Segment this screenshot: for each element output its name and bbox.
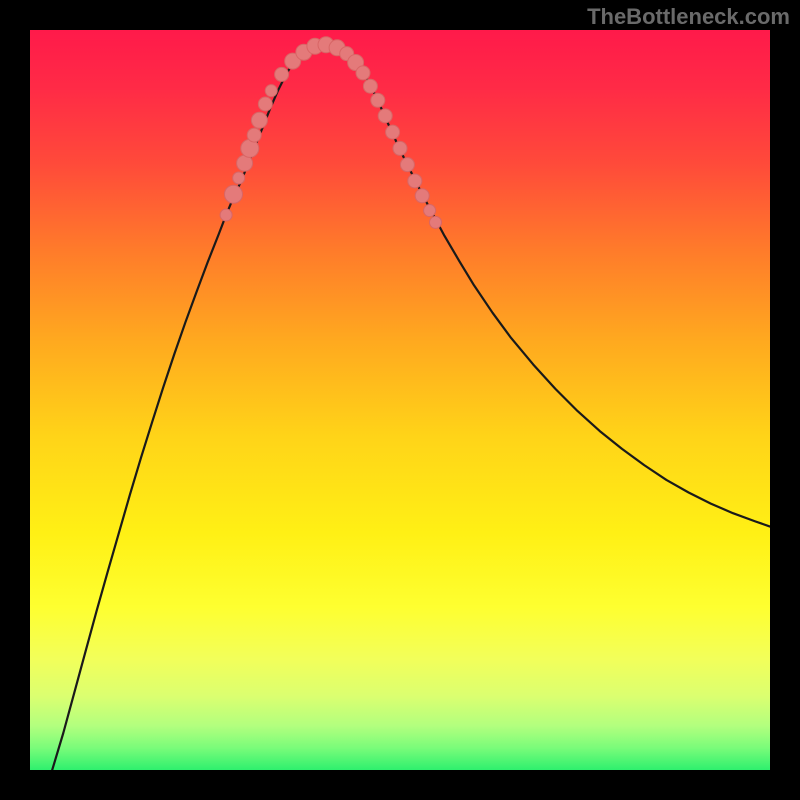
data-marker — [363, 79, 377, 93]
data-marker — [430, 216, 442, 228]
data-marker — [220, 209, 232, 221]
data-marker — [258, 97, 272, 111]
data-marker — [251, 112, 267, 128]
data-marker — [386, 125, 400, 139]
data-marker — [247, 128, 261, 142]
data-marker — [371, 93, 385, 107]
data-marker — [400, 158, 414, 172]
chart-svg — [30, 30, 770, 770]
data-marker — [424, 205, 436, 217]
data-marker — [408, 174, 422, 188]
bottleneck-chart — [30, 30, 770, 770]
data-marker — [233, 172, 245, 184]
data-marker — [356, 66, 370, 80]
data-marker — [275, 67, 289, 81]
data-marker — [378, 109, 392, 123]
watermark-text: TheBottleneck.com — [587, 4, 790, 30]
data-marker — [265, 85, 277, 97]
data-marker — [393, 141, 407, 155]
data-marker — [225, 185, 243, 203]
data-marker — [415, 189, 429, 203]
